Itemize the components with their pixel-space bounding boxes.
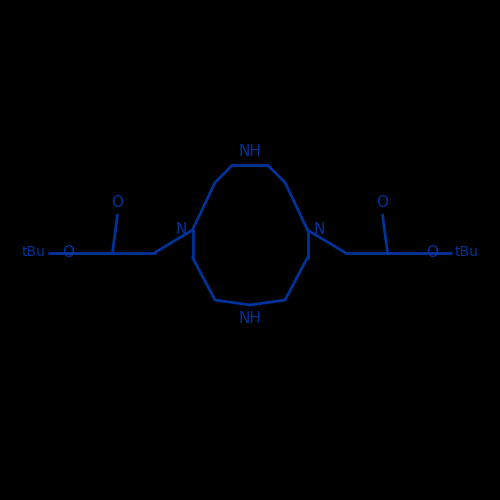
Text: tBu: tBu xyxy=(455,246,479,260)
Text: O: O xyxy=(376,195,388,210)
Text: O: O xyxy=(112,195,124,210)
Text: N: N xyxy=(175,222,186,238)
Text: O: O xyxy=(426,245,438,260)
Text: N: N xyxy=(314,222,325,238)
Text: NH: NH xyxy=(238,311,262,326)
Text: tBu: tBu xyxy=(21,246,45,260)
Text: NH: NH xyxy=(238,144,262,159)
Text: O: O xyxy=(62,245,74,260)
